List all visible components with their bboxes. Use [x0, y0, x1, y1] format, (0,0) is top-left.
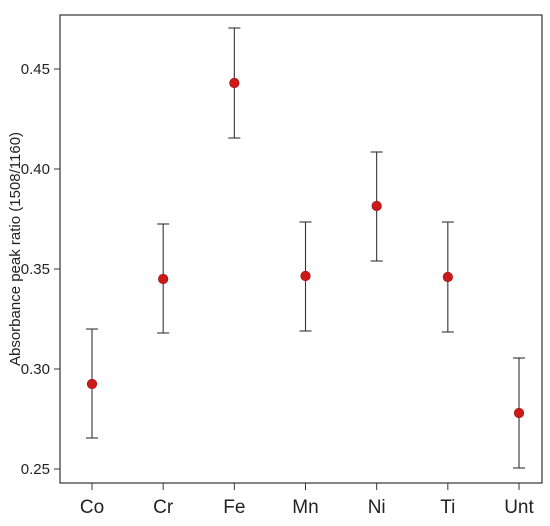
data-point-unt	[513, 407, 525, 419]
x-tick-label-ni: Ni	[368, 497, 386, 518]
y-axis: 0.25 0.30 0.35 0.40 0.45	[21, 61, 60, 478]
data-point-mn	[300, 270, 311, 282]
data-point-ti	[442, 271, 453, 283]
x-tick-label-fe: Fe	[223, 497, 245, 518]
y-tick-label: 0.40	[21, 161, 50, 178]
x-tick-label-ti: Ti	[440, 497, 455, 518]
x-tick-label-unt: Unt	[504, 497, 534, 518]
data-point-fe	[229, 77, 240, 89]
data-series	[86, 27, 525, 469]
x-tick-label-mn: Mn	[292, 497, 318, 518]
x-tick-label-co: Co	[80, 497, 104, 518]
y-tick-label: 0.30	[21, 361, 50, 378]
y-axis-label: Absorbance peak ratio (1508/1160)	[7, 132, 24, 366]
data-point-cr	[158, 273, 169, 285]
data-point-ni	[371, 200, 382, 212]
data-point-co	[86, 378, 98, 390]
x-tick-label-cr: Cr	[153, 497, 174, 518]
y-tick-label: 0.35	[21, 261, 50, 278]
x-axis: Co Cr Fe Mn Ni Ti Unt	[80, 483, 534, 518]
y-tick-label: 0.25	[21, 461, 50, 478]
y-tick-label: 0.45	[21, 61, 50, 78]
plot-frame	[59, 14, 543, 484]
